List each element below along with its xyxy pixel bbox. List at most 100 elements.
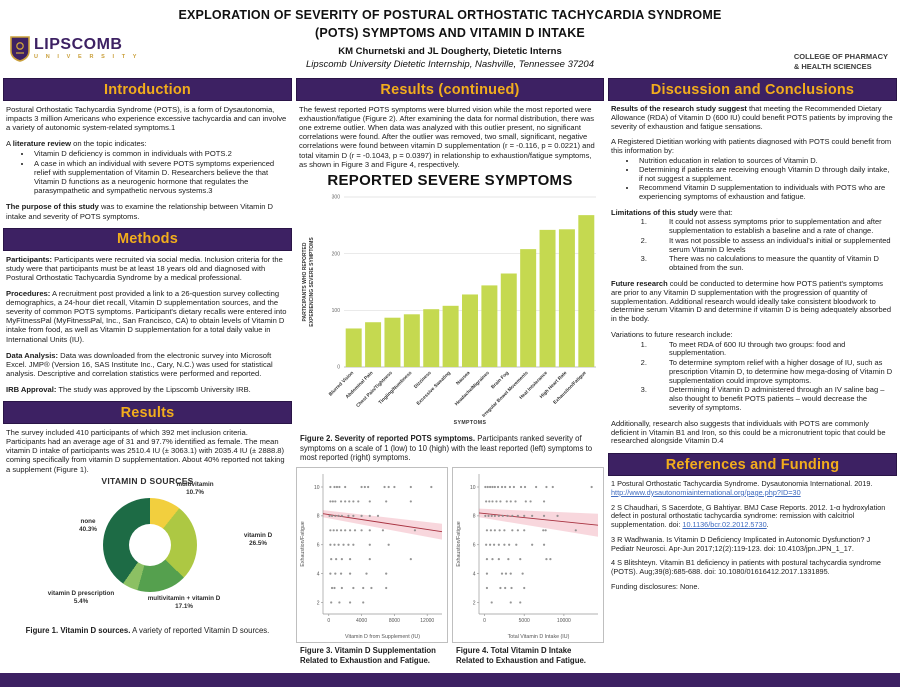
literature-bullets: Vitamin D deficiency is common in indivi… bbox=[6, 149, 289, 195]
methods-body: Participants: Participants were recruite… bbox=[3, 255, 292, 394]
svg-text:6: 6 bbox=[317, 542, 320, 548]
svg-text:2: 2 bbox=[317, 600, 320, 606]
additional-research: Additionally, research also suggests tha… bbox=[611, 418, 886, 446]
methods-irb: IRB Approval: The study was approved by … bbox=[6, 385, 251, 395]
svg-text:Brain Fog: Brain Fog bbox=[490, 370, 510, 390]
donut-chart bbox=[103, 497, 197, 592]
svg-text:PARTICIPANTS WHO REPORTED: PARTICIPANTS WHO REPORTED bbox=[302, 242, 308, 321]
figure2-caption: Figure 2. Severity of reported POTS symp… bbox=[300, 433, 593, 463]
list-item: It could not assess symptoms prior to su… bbox=[649, 218, 894, 236]
logo-university-label: U N I V E R S I T Y bbox=[34, 54, 140, 61]
limitations-list: It could not assess symptoms prior to su… bbox=[611, 218, 894, 273]
reference-2-link[interactable]: 10.1136/bcr.02.2012.5730 bbox=[682, 520, 767, 530]
methods-data-analysis: Data Analysis: Data was downloaded from … bbox=[6, 350, 273, 378]
svg-text:Chest Pain/Tightness: Chest Pain/Tightness bbox=[355, 370, 394, 409]
funding-disclosures: Funding disclosures: None. bbox=[611, 581, 700, 591]
dietitian-intro: A Registered Dietitian working with pati… bbox=[611, 137, 892, 156]
results-continued-body: The fewest reported POTS symptoms were b… bbox=[296, 105, 604, 169]
section-title: Methods bbox=[116, 231, 178, 248]
middle-column: Results (continued) The fewest reported … bbox=[296, 78, 604, 665]
future-research: Future research could be conducted to de… bbox=[611, 279, 892, 324]
svg-text:0: 0 bbox=[327, 618, 330, 624]
poster-affiliation: Lipscomb University Dietetic Internship,… bbox=[306, 59, 594, 71]
svg-text:300: 300 bbox=[332, 194, 341, 200]
section-title: Introduction bbox=[104, 81, 191, 98]
svg-text:8: 8 bbox=[473, 514, 476, 520]
svg-text:Headache/Migraines: Headache/Migraines bbox=[454, 370, 491, 407]
dietitian-bullets: Nutrition education in relation to sourc… bbox=[611, 156, 894, 202]
section-header-methods: Methods bbox=[3, 227, 292, 251]
list-item: To determine symptom relief with a highe… bbox=[649, 358, 894, 385]
methods-procedures: Procedures: A recruitment post provided … bbox=[6, 289, 287, 344]
svg-text:EXPERIENCING SEVERE SYMPTOMS: EXPERIENCING SEVERE SYMPTOMS bbox=[309, 236, 315, 326]
svg-text:100: 100 bbox=[332, 308, 341, 314]
section-header-discussion: Discussion and Conclusions bbox=[608, 78, 897, 101]
svg-text:0: 0 bbox=[483, 618, 486, 624]
figure2-bar-chart: 0 100 200 300 Blurred Vision Abdominal Pain Ch… bbox=[296, 189, 604, 434]
list-item: Recommend Vitamin D supplementation to i… bbox=[637, 183, 894, 202]
pie-label-vitamin-d: vitamin D 26.5% bbox=[243, 531, 273, 547]
discussion-results-suggest: Results of the research study suggest th… bbox=[611, 104, 893, 131]
poster-header: EXPLORATION OF SEVERITY OF POSTURAL ORTH… bbox=[0, 0, 900, 77]
methods-participants: Participants: Participants were recruite… bbox=[6, 254, 283, 282]
list-item: Determining if patients are receiving en… bbox=[637, 165, 894, 184]
section-header-references: References and Funding bbox=[608, 453, 897, 477]
pie-label-multivitamin: multivitamin 10.7% bbox=[176, 480, 214, 496]
intro-paragraph: Postural Orthostatic Tachycardia Syndrom… bbox=[6, 105, 287, 133]
svg-text:5000: 5000 bbox=[519, 618, 530, 624]
section-title: Results (continued) bbox=[380, 81, 520, 98]
college-line1: COLLEGE OF PHARMACY bbox=[793, 52, 888, 61]
svg-text:Tingling/Numbness: Tingling/Numbness bbox=[378, 370, 414, 406]
svg-text:6: 6 bbox=[473, 542, 476, 548]
variations-list: To meet RDA of 600 IU through two groups… bbox=[611, 340, 894, 413]
svg-text:SYMPTOMS: SYMPTOMS bbox=[454, 420, 487, 426]
svg-text:Vitamin D from Supplement (IU): Vitamin D from Supplement (IU) bbox=[345, 634, 420, 640]
svg-text:8000: 8000 bbox=[389, 618, 400, 624]
results-body: The survey included 410 participants of … bbox=[3, 428, 292, 474]
list-item: A case in which an individual with sever… bbox=[32, 159, 289, 195]
svg-text:2: 2 bbox=[473, 600, 476, 606]
reference-2: 2 S Chaudhari, S Sacerdote, G Bahtiyar. … bbox=[611, 502, 886, 530]
poster-title-line1: EXPLORATION OF SEVERITY OF POSTURAL ORTH… bbox=[178, 8, 722, 22]
references-body: 1 Postural Orthostatic Tachycardia Syndr… bbox=[608, 479, 897, 592]
reference-1-link[interactable]: http://www.dysautonomiainternational.org… bbox=[611, 487, 801, 497]
svg-text:0: 0 bbox=[337, 364, 340, 370]
section-header-introduction: Introduction bbox=[3, 78, 292, 101]
svg-text:Exhaustion/Fatigue: Exhaustion/Fatigue bbox=[552, 370, 588, 406]
figure1-caption: Figure 1. Vitamin D sources. A variety o… bbox=[25, 625, 270, 635]
svg-text:Exhaustion/Fatigue: Exhaustion/Fatigue bbox=[300, 521, 306, 566]
right-column: Discussion and Conclusions Results of th… bbox=[608, 78, 897, 598]
svg-text:Total Vitamin D Intake (IU): Total Vitamin D Intake (IU) bbox=[508, 634, 570, 640]
literature-review-line: A literature review on the topic indicat… bbox=[6, 139, 147, 149]
svg-text:Nausea: Nausea bbox=[455, 370, 472, 387]
college-line2: & HEALTH SCIENCES bbox=[793, 62, 872, 72]
svg-text:4: 4 bbox=[317, 571, 320, 577]
section-title: References and Funding bbox=[665, 456, 840, 473]
poster-title: EXPLORATION OF SEVERITY OF POSTURAL ORTH… bbox=[0, 0, 900, 42]
figure4-caption: Figure 4. Total Vitamin D Intake Related… bbox=[456, 645, 586, 665]
logo-name: LIPSCOMB bbox=[34, 36, 123, 54]
list-item: It was not possible to assess an individ… bbox=[649, 236, 894, 255]
results-paragraph: The survey included 410 participants of … bbox=[6, 428, 285, 474]
introduction-body: Postural Orthostatic Tachycardia Syndrom… bbox=[3, 105, 292, 221]
figure4-scatter-plot: 2 4 6 8 10 0 5000 10000 Total Vitamin D Intake (… bbox=[452, 466, 604, 643]
college-label: COLLEGE OF PHARMACY & HEALTH SCIENCES bbox=[794, 52, 888, 72]
section-title: Results bbox=[120, 404, 175, 421]
pie-label-prescription: vitamin D prescription 5.4% bbox=[47, 589, 115, 605]
svg-text:Excessive Sweating: Excessive Sweating bbox=[416, 370, 453, 407]
bar-chart-title: REPORTED SEVERE SYMPTOMS bbox=[327, 171, 573, 189]
svg-text:8: 8 bbox=[317, 514, 320, 520]
pie-label-none: none 40.3% bbox=[79, 517, 97, 533]
svg-text:12000: 12000 bbox=[420, 618, 434, 624]
svg-text:4000: 4000 bbox=[356, 618, 367, 624]
reference-3: 3 R Wadhwania. Is Vitamin D Deficiency I… bbox=[611, 534, 871, 553]
svg-text:10000: 10000 bbox=[557, 618, 571, 624]
lipscomb-logo: LIPSCOMB U N I V E R S I T Y bbox=[10, 36, 140, 62]
svg-text:10: 10 bbox=[314, 485, 320, 491]
svg-text:Exhaustion/Fatigue: Exhaustion/Fatigue bbox=[456, 521, 462, 566]
purpose-line: The purpose of this study was to examine… bbox=[6, 202, 274, 221]
reference-4: 4 S Blitshteyn. Vitamin B1 deficiency in… bbox=[611, 558, 881, 577]
poster-title-line2: (POTS) SYMPTOMS AND VITAMIN D INTAKE bbox=[315, 26, 585, 41]
shield-icon bbox=[10, 36, 30, 62]
